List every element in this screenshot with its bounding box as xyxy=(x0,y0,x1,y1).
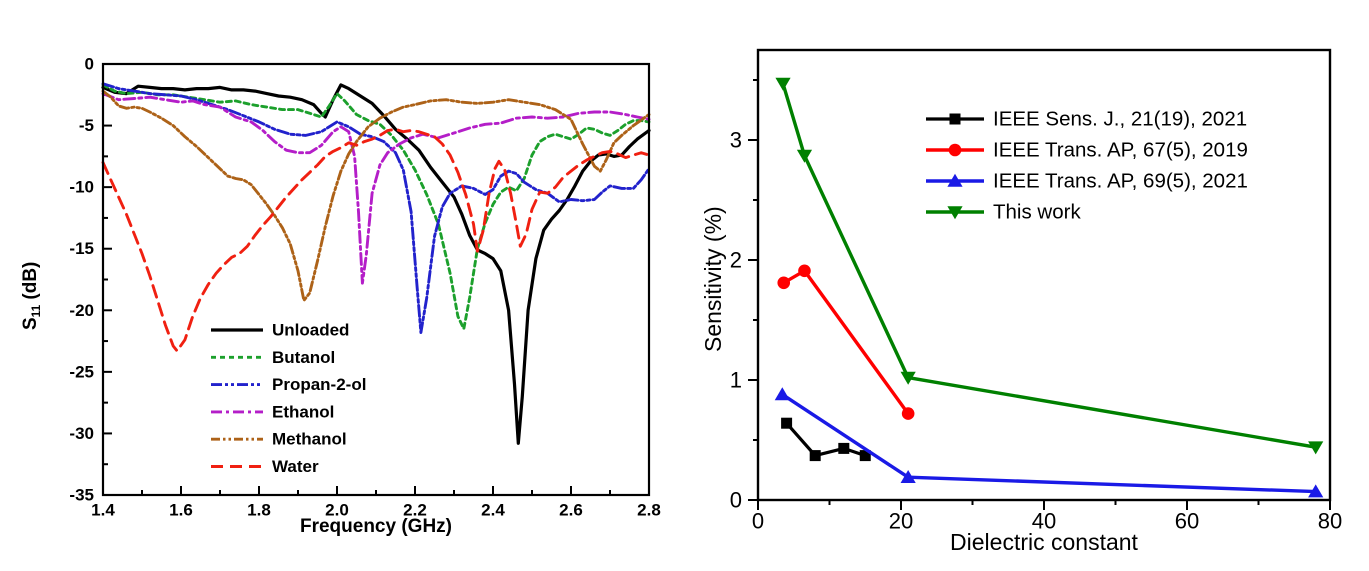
x-tick-label: 1.8 xyxy=(247,501,271,520)
triangle-up-marker xyxy=(900,470,916,483)
y-tick-label: -20 xyxy=(69,301,94,320)
y-tick-label: -35 xyxy=(69,486,94,505)
right-y-axis-title-text: Sensitivity (%) xyxy=(700,206,726,352)
legend-item: Methanol xyxy=(211,430,347,449)
square-marker xyxy=(809,450,821,462)
legend-label: Ethanol xyxy=(272,402,334,421)
legend-label: IEEE Trans. AP, 69(5), 2021 xyxy=(993,170,1248,193)
triangle-down-marker xyxy=(900,371,916,385)
series-line-propan-2-ol xyxy=(101,82,651,334)
legend-item: Unloaded xyxy=(211,321,349,340)
square-marker xyxy=(781,417,793,429)
legend-item: IEEE Trans. AP, 67(5), 2019 xyxy=(926,139,1248,162)
square-marker xyxy=(838,442,850,454)
x-tick-label: 1.6 xyxy=(169,501,193,520)
triangle-up-marker xyxy=(774,387,790,401)
x-tick-label: 2.2 xyxy=(403,501,427,520)
legend-item: IEEE Trans. AP, 69(5), 2021 xyxy=(926,170,1248,193)
y-tick-label: -10 xyxy=(69,178,94,197)
triangle-up-marker xyxy=(947,173,963,187)
left-y-axis-title-prefix: S xyxy=(20,317,41,330)
legend-sensitivity-vs-dielectric: IEEE Sens. J., 21(19), 2021 IEEE Trans. A… xyxy=(926,108,1248,224)
legend-label: Methanol xyxy=(272,430,347,449)
circle-marker xyxy=(901,407,915,420)
legend-item: Propan-2-ol xyxy=(211,375,366,394)
left-y-axis-title: S11 (dB) xyxy=(20,262,43,330)
x-tick-label: 2.0 xyxy=(325,501,349,520)
square-marker xyxy=(949,113,961,125)
y-tick-label: 1 xyxy=(730,368,742,393)
legend-item: Water xyxy=(211,457,319,476)
series-line-methanol xyxy=(101,89,651,302)
circle-marker xyxy=(798,264,811,278)
y-tick-label: -30 xyxy=(69,424,94,443)
y-tick-label: -25 xyxy=(69,362,94,381)
series-line-ieee-trans-ap-69-5-2021 xyxy=(780,392,1318,494)
triangle-down-marker xyxy=(775,77,791,91)
left-y-axis-title-subscript: 11 xyxy=(30,304,44,318)
legend-item: IEEE Sens. J., 21(19), 2021 xyxy=(926,108,1247,131)
y-tick-label: 2 xyxy=(730,248,742,273)
circle-marker xyxy=(777,276,791,290)
x-tick-label: 0 xyxy=(752,509,764,534)
y-tick-label: 3 xyxy=(730,128,742,153)
triangle-up-marker xyxy=(1308,484,1324,498)
left-y-axis-title-suffix: (dB) xyxy=(20,261,41,305)
legend-s11-vs-frequency: Unloaded Butanol Propan-2-ol Ethanol Methano… xyxy=(211,321,366,476)
x-tick-label: 2.8 xyxy=(637,501,661,520)
legend-label: Butanol xyxy=(272,348,335,367)
series-line-this-work xyxy=(781,81,1318,449)
y-tick-label: 0 xyxy=(730,488,742,513)
circle-marker xyxy=(948,143,962,157)
legend-label: This work xyxy=(993,201,1081,224)
legend-label: Water xyxy=(272,457,319,476)
triangle-down-marker xyxy=(1308,441,1324,455)
y-tick-label: -15 xyxy=(69,239,94,258)
series-line-butanol xyxy=(101,83,651,331)
axis-ticks xyxy=(102,63,650,496)
legend-item: Butanol xyxy=(211,348,335,367)
legend-label: Unloaded xyxy=(272,321,349,340)
series-line-ethanol xyxy=(101,92,651,285)
series-line-ieee-trans-ap-67-5-2019 xyxy=(782,269,910,416)
legend-label: IEEE Sens. J., 21(19), 2021 xyxy=(993,108,1247,131)
left-x-axis-title: Frequency (GHz) xyxy=(299,516,453,537)
y-tick-label: 0 xyxy=(85,55,94,74)
legend-label: Propan-2-ol xyxy=(272,375,366,394)
x-tick-label: 60 xyxy=(1175,509,1199,534)
x-tick-label: 40 xyxy=(1032,509,1056,534)
plot-frame xyxy=(756,48,1332,502)
series-line-water xyxy=(101,127,651,353)
legend-item: This work xyxy=(926,201,1081,224)
series-line-ieee-sens-j-21-19-2021 xyxy=(784,421,867,458)
right-y-axis-title: Sensitivity (%) xyxy=(700,206,727,352)
x-tick-label: 20 xyxy=(889,509,913,534)
x-tick-label: 2.4 xyxy=(481,501,505,520)
x-tick-label: 80 xyxy=(1318,509,1342,534)
triangle-down-marker xyxy=(947,206,963,220)
x-tick-label: 2.6 xyxy=(559,501,583,520)
legend-label: IEEE Trans. AP, 67(5), 2019 xyxy=(993,139,1248,162)
series-line-unloaded xyxy=(101,83,651,445)
chart-sensitivity-vs-dielectric: 0 20 40 60 80 0 1 2 3 IEEE Sens. J., 21(19), 2021… xyxy=(730,48,1342,534)
x-tick-label: 1.4 xyxy=(91,501,115,520)
right-x-axis-title: Dielectric constant xyxy=(950,529,1138,555)
square-marker xyxy=(859,450,871,462)
legend-item: Ethanol xyxy=(211,402,334,421)
y-tick-label: -5 xyxy=(79,116,94,135)
plot-frame xyxy=(101,62,651,497)
triangle-down-marker xyxy=(796,149,813,163)
chart-s11-vs-frequency: 1.4 1.6 1.8 2.0 2.2 2.4 2.6 2.8 0 -5 -10 -15 -20 -25 -… xyxy=(69,55,660,520)
